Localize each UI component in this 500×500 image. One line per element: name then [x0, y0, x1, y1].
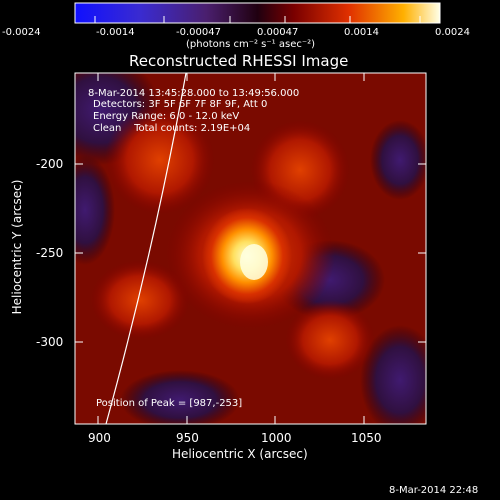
- colorbar-tick-label: 0.0014: [344, 27, 379, 38]
- colorbar-tick-label: -0.0024: [2, 27, 41, 38]
- colorbar: [74, 2, 441, 24]
- overlay-clean-counts: Clean Total counts: 2.19E+04: [93, 123, 251, 134]
- y-tick-label: -250: [36, 246, 64, 260]
- y-axis-label: Heliocentric Y (arcsec): [10, 179, 24, 315]
- overlay-energy-range: Energy Range: 6.0 - 12.0 keV: [93, 111, 240, 122]
- overlay-detectors: Detectors: 3F 5F 6F 7F 8F 9F, Att 0: [93, 99, 268, 110]
- chart-title: Reconstructed RHESSI Image: [129, 52, 349, 70]
- y-axis-ticks: [75, 163, 426, 343]
- rhessi-image: [75, 73, 426, 424]
- colorbar-tick-label: 0.00047: [257, 27, 299, 38]
- y-tick-label: -200: [36, 157, 64, 171]
- x-tick-label: 1000: [261, 431, 292, 445]
- colorbar-tick-label: -0.00047: [176, 27, 221, 38]
- colorbar-units: (photons cm⁻² s⁻¹ asec⁻²): [186, 39, 316, 50]
- colorbar-tick-label: -0.0014: [96, 27, 135, 38]
- x-axis-ticks: [97, 73, 365, 424]
- plot-frame: [74, 72, 427, 425]
- overlay-time-range: 8-Mar-2014 13:45:28.000 to 13:49:56.000: [88, 88, 300, 99]
- colorbar-tick-label: 0.0024: [435, 27, 470, 38]
- x-tick-label: 950: [176, 431, 199, 445]
- x-tick-label: 1050: [351, 431, 382, 445]
- x-tick-label: 900: [88, 431, 111, 445]
- y-tick-label: -300: [36, 335, 64, 349]
- solar-limb: [105, 73, 187, 424]
- colorbar-gradient: [74, 2, 441, 24]
- overlay-peak-position: Position of Peak = [987,-253]: [96, 398, 243, 409]
- timestamp: 8-Mar-2014 22:48: [389, 485, 479, 496]
- x-axis-label: Heliocentric X (arcsec): [172, 447, 308, 461]
